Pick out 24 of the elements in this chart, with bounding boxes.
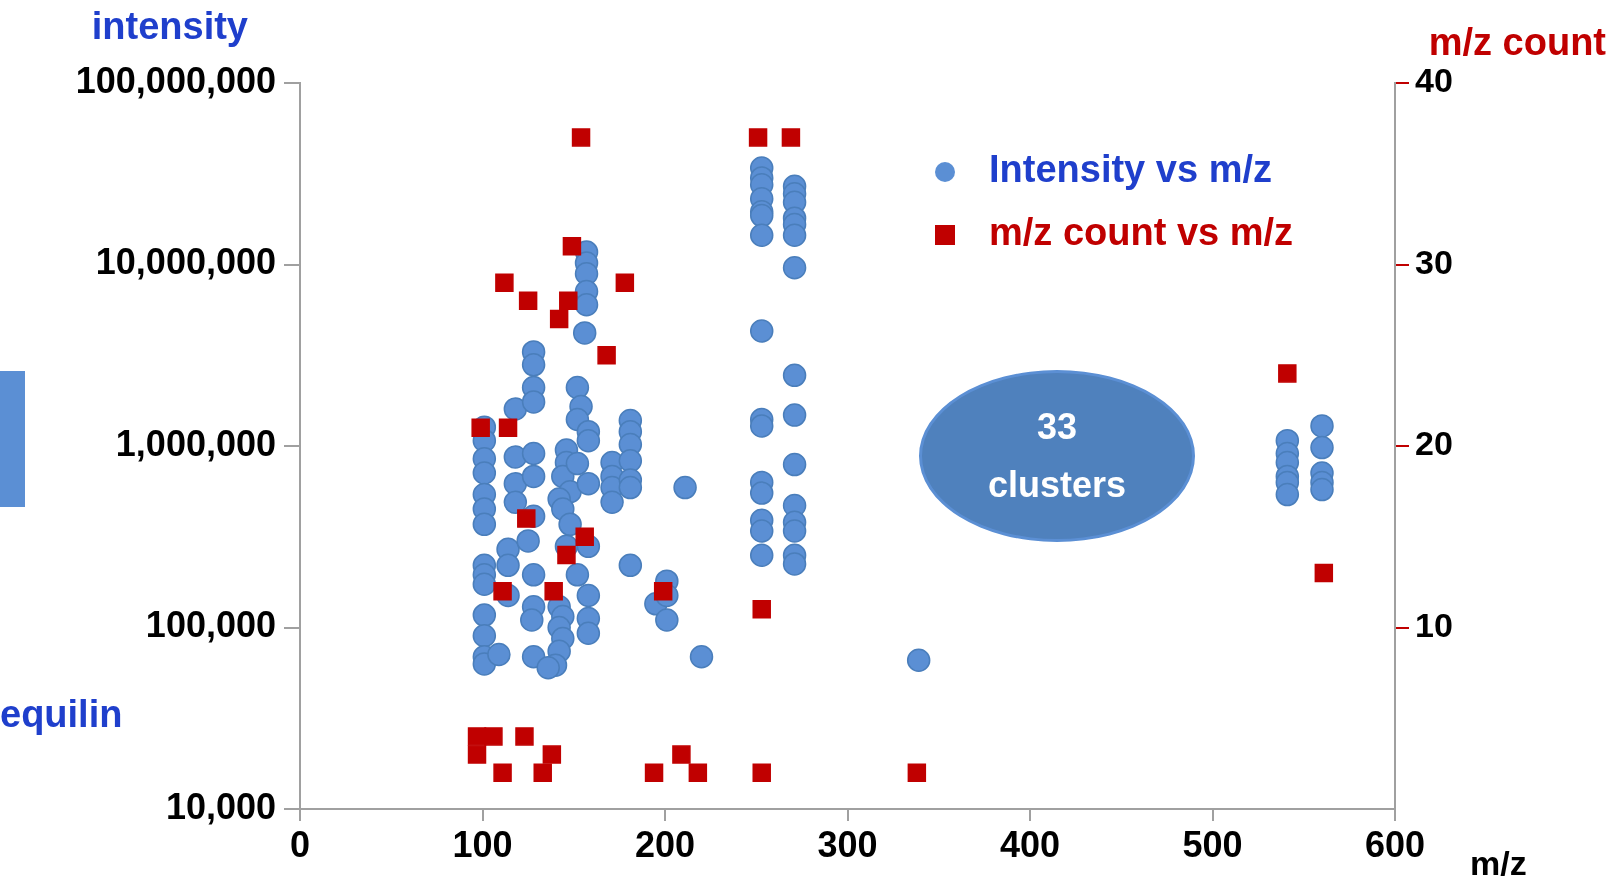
- y-tick-label: 10,000,000: [95, 241, 276, 283]
- y-tick-label: 100,000: [145, 604, 276, 646]
- ellipse-callout: 33 clusters: [919, 370, 1195, 542]
- legend-label: Intensity vs m/z: [989, 148, 1272, 191]
- text: equilin: [0, 693, 123, 736]
- y2-tick-label: 20: [1415, 424, 1453, 463]
- y-tick-label: 1,000,000: [115, 422, 276, 464]
- y-tick-label: 10,000: [165, 785, 276, 827]
- x-axis-title: m/z: [1470, 844, 1527, 883]
- x-tick-label: 200: [634, 823, 696, 865]
- legend-label: m/z count vs m/z: [989, 211, 1294, 254]
- x-tick-label: 600: [1364, 823, 1426, 865]
- y2-axis-title: m/z count: [1428, 21, 1607, 64]
- y2-tick-label: 40: [1415, 61, 1453, 100]
- y2-tick-label: 30: [1415, 242, 1453, 281]
- y-tick-label: 100,000,000: [75, 59, 276, 101]
- x-tick-label: 100: [452, 823, 513, 865]
- x-tick-label: 500: [1182, 823, 1243, 865]
- annotation: 33 clusters: [986, 405, 1128, 507]
- y-axis-title: intensity: [91, 5, 248, 48]
- x-tick-label: 400: [999, 823, 1061, 865]
- y2-tick-label: 10: [1415, 605, 1453, 644]
- x-tick-label: 0: [289, 823, 311, 865]
- x-tick-label: 300: [817, 823, 878, 865]
